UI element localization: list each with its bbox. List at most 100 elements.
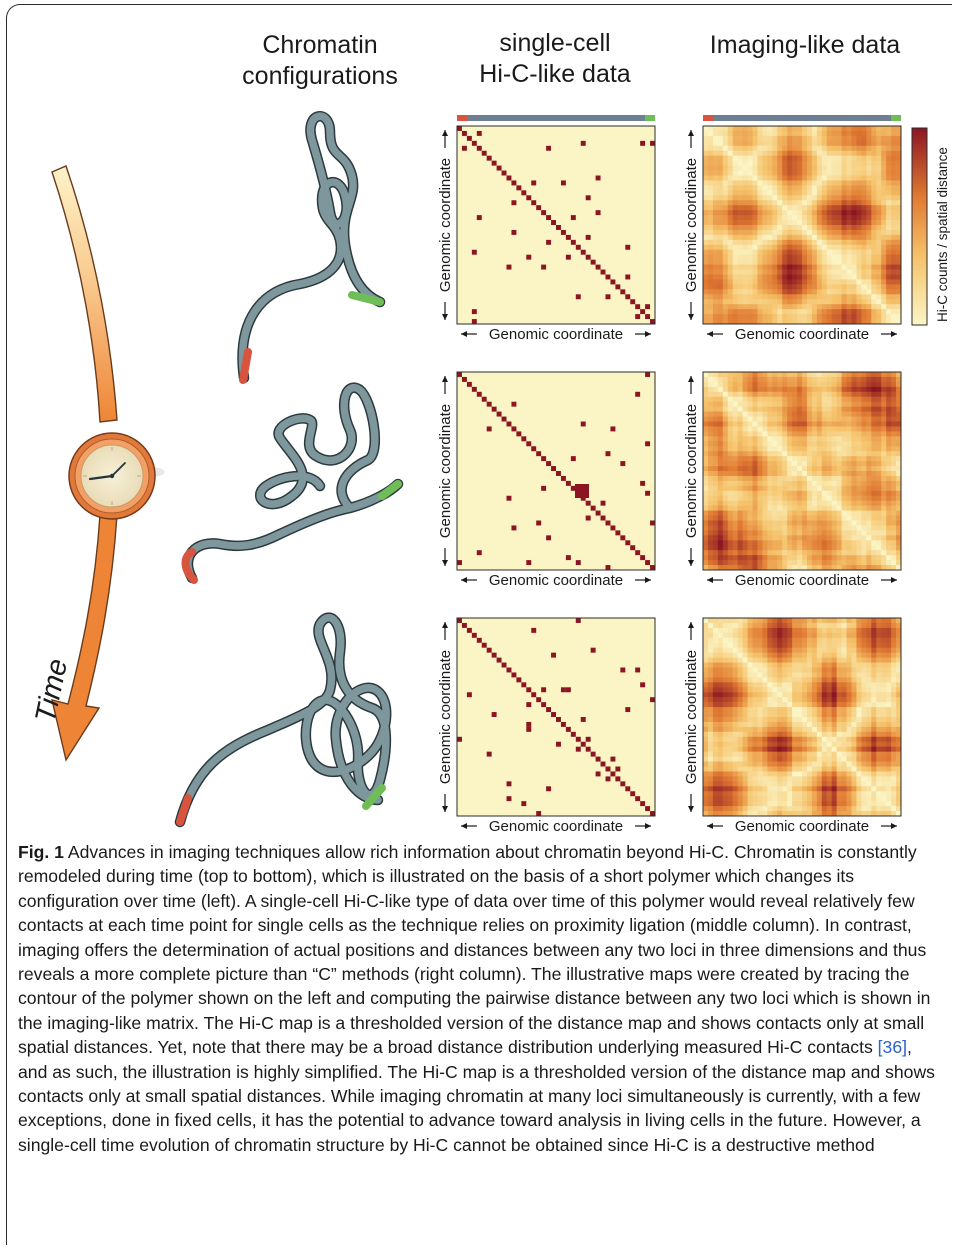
imaging-map-cell: [866, 726, 872, 733]
imaging-map-cell: [841, 781, 847, 787]
hic-contact-cell: [605, 776, 611, 782]
imaging-map-cell: [891, 627, 897, 634]
imaging-map-cell: [886, 304, 892, 310]
imaging-map-cell: [891, 535, 897, 541]
imaging-map-cell: [797, 274, 803, 280]
imaging-map-cell: [856, 707, 862, 713]
imaging-map-cell: [816, 446, 823, 452]
imaging-map-cell: [707, 707, 714, 713]
imaging-map-cell: [717, 761, 724, 767]
imaging-map-cell: [876, 746, 882, 753]
imaging-map-cell: [871, 796, 877, 802]
hic-contact-cell: [466, 692, 472, 698]
imaging-map-cell: [717, 475, 724, 482]
imaging-map-cell: [732, 480, 739, 487]
imaging-map-cell: [871, 416, 877, 422]
imaging-map-cell: [742, 406, 748, 412]
imaging-map-cell: [792, 150, 798, 157]
imaging-map-cell: [881, 490, 887, 497]
imaging-map-cell: [821, 406, 828, 412]
imaging-map-cell: [806, 746, 813, 753]
imaging-map-cell: [836, 274, 842, 280]
imaging-map-cell: [826, 249, 833, 256]
imaging-map-cell: [816, 560, 823, 566]
imaging-map-cell: [816, 717, 823, 723]
imaging-map-cell: [742, 249, 748, 256]
imaging-map-cell: [826, 565, 833, 571]
imaging-map-cell: [752, 446, 758, 452]
imaging-map-cell: [762, 647, 768, 654]
imaging-map-cell: [762, 662, 768, 668]
imaging-map-cell: [767, 801, 773, 807]
imaging-map-cell: [821, 510, 828, 516]
imaging-map-cell: [712, 372, 719, 378]
imaging-map-cell: [703, 471, 709, 477]
imaging-map-cell: [861, 618, 867, 624]
imaging-map-cell: [747, 466, 753, 472]
imaging-map-cell: [871, 786, 877, 792]
imaging-map-cell: [737, 471, 743, 477]
imaging-map-cell: [896, 299, 902, 305]
imaging-map-cell: [787, 416, 793, 422]
imaging-map-cell: [797, 165, 803, 171]
imaging-map-cell: [826, 376, 833, 383]
imaging-map-cell: [732, 466, 739, 472]
imaging-map-cell: [881, 677, 887, 683]
imaging-map-cell: [851, 796, 857, 802]
hic-contact-cell: [640, 480, 646, 486]
imaging-map-cell: [846, 677, 852, 683]
imaging-map-cell: [767, 299, 773, 305]
imaging-map-cell: [742, 652, 748, 658]
imaging-map-cell: [896, 244, 902, 251]
imaging-map-cell: [727, 475, 734, 482]
hic-diagonal-cell: [650, 319, 655, 324]
imaging-map-cell: [797, 560, 803, 566]
imaging-map-cell: [821, 632, 828, 639]
imaging-map-cell: [821, 771, 828, 777]
imaging-map-cell: [871, 319, 877, 325]
imaging-map-cell: [816, 618, 823, 624]
imaging-map-cell: [712, 796, 719, 802]
imaging-map-cell: [732, 160, 739, 166]
imaging-map-cell: [722, 376, 729, 383]
imaging-map-cell: [886, 657, 892, 663]
imaging-map-cell: [757, 781, 763, 787]
imaging-map-cell: [836, 535, 842, 541]
imaging-map-cell: [806, 135, 813, 142]
imaging-map-cell: [851, 766, 857, 772]
imaging-map-cell: [747, 140, 753, 147]
imaging-map-cell: [816, 471, 823, 477]
imaging-map-cell: [871, 642, 877, 649]
imaging-map-cell: [703, 687, 709, 693]
imaging-map-cell: [737, 776, 743, 782]
hic-contact-cell: [521, 801, 527, 807]
imaging-map-cell: [707, 126, 714, 132]
imaging-map-cell: [732, 126, 739, 132]
imaging-map-cell: [792, 225, 798, 231]
imaging-map-cell: [742, 180, 748, 186]
imaging-map-cell: [896, 525, 902, 531]
imaging-map-cell: [826, 416, 833, 422]
imaging-map-cell: [861, 662, 867, 668]
imaging-map-cell: [886, 269, 892, 275]
imaging-map-cell: [782, 642, 788, 649]
imaging-map-cell: [831, 721, 838, 728]
imaging-map-cell: [851, 244, 857, 251]
imaging-map-cell: [707, 786, 714, 792]
imaging-map-cell: [717, 647, 724, 654]
hic-contact-cell: [615, 766, 621, 772]
hic-diagonal-cell: [590, 751, 596, 757]
imaging-map-cell: [881, 220, 887, 226]
imaging-map-cell: [787, 421, 793, 427]
imaging-map-cell: [876, 254, 882, 261]
hic-diagonal-cell: [595, 756, 601, 762]
imaging-map-cell: [752, 441, 758, 447]
imaging-map-cell: [787, 717, 793, 723]
imaging-map-cell: [703, 259, 709, 265]
imaging-map-cell: [727, 200, 734, 206]
imaging-map-cell: [752, 372, 758, 378]
imaging-map-cell: [841, 632, 847, 639]
imaging-map-cell: [816, 662, 823, 668]
imaging-map-cell: [752, 515, 758, 521]
imaging-map-cell: [802, 751, 808, 757]
